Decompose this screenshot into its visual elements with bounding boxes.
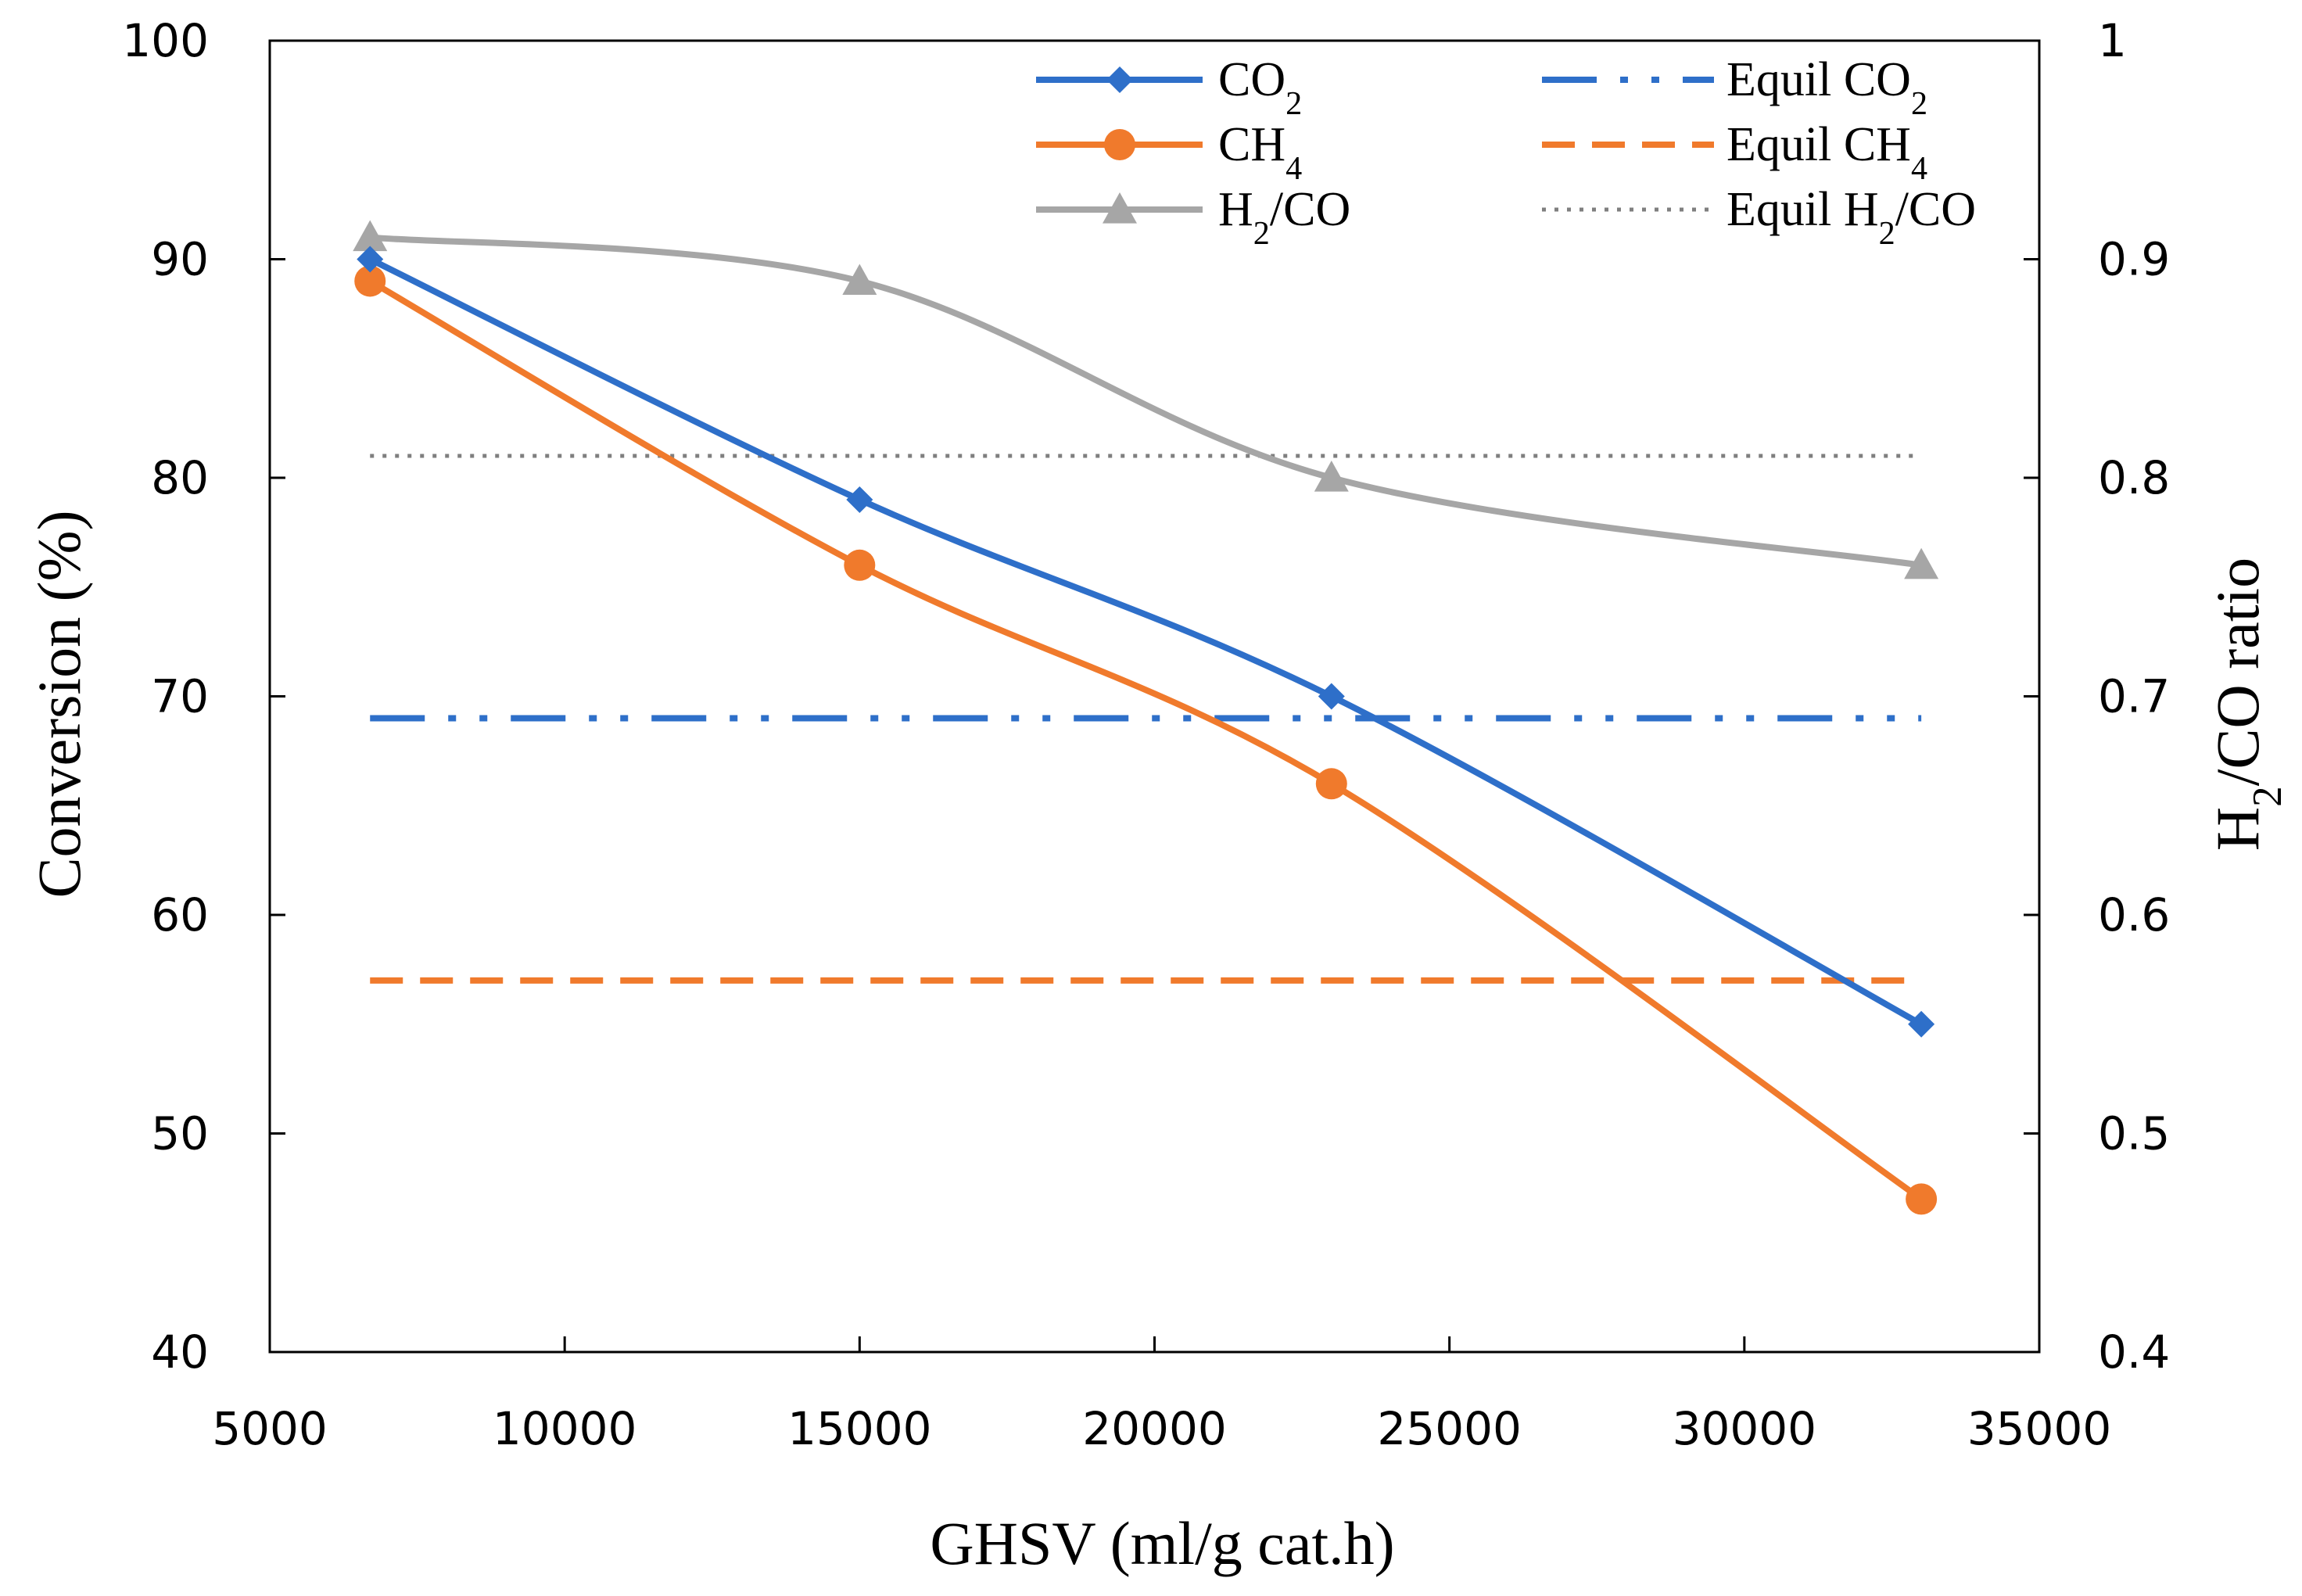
data-point-ch4-1 <box>844 549 876 581</box>
y-axis-title: Conversion (%) <box>25 510 93 898</box>
y-tick-label-0: 40 <box>151 1325 209 1379</box>
data-point-h2co-0 <box>353 220 388 252</box>
x-tick-label-3: 20000 <box>1082 1402 1227 1455</box>
series-line-h2co <box>367 234 1925 568</box>
y-tick-label-4: 80 <box>151 451 209 504</box>
y-tick-label-1: 50 <box>151 1107 209 1160</box>
x-tick-label-6: 35000 <box>1967 1402 2112 1455</box>
y-tick-label-3: 70 <box>151 670 209 723</box>
data-point-ch4-3 <box>1906 1183 1938 1215</box>
y2-tick-label-5: 0.9 <box>2098 233 2170 286</box>
x-tick-label-1: 10000 <box>493 1402 637 1455</box>
data-point-ch4-2 <box>1315 768 1347 800</box>
data-point-co2-3 <box>1908 1010 1935 1038</box>
y2-tick-label-6: 1 <box>2098 14 2127 67</box>
legend-swatch-marker-h2co <box>1103 192 1137 224</box>
data-point-h2co-3 <box>1904 547 1939 579</box>
x-tick-label-4: 25000 <box>1377 1402 1522 1455</box>
x-tick-label-5: 30000 <box>1673 1402 1817 1455</box>
x-axis-title: GHSV (ml/g cat.h) <box>930 1509 1394 1577</box>
data-point-h2co-1 <box>842 264 877 296</box>
data-point-h2co-2 <box>1314 461 1349 492</box>
y2-tick-label-1: 0.5 <box>2098 1107 2170 1160</box>
data-point-co2-1 <box>846 486 873 513</box>
data-point-ch4-0 <box>354 265 386 297</box>
axes-layer: 5000 10000 15000 20000 25000 30000 35000 40 50 60… <box>25 14 2290 1577</box>
y2-tick-label-0: 0.4 <box>2098 1325 2170 1379</box>
data-point-co2-2 <box>1318 683 1345 710</box>
y-tick-label-2: 60 <box>151 888 209 941</box>
data-point-co2-0 <box>357 246 384 273</box>
legend-swatch-marker-co2 <box>1106 66 1133 93</box>
y-tick-label-6: 100 <box>122 14 209 67</box>
legend-swatch-marker-ch4 <box>1104 129 1135 160</box>
plot-layer <box>353 220 1939 1215</box>
series-co2 <box>357 246 1935 1038</box>
y2-tick-label-2: 0.6 <box>2098 888 2170 941</box>
y2-tick-label-4: 0.8 <box>2098 451 2170 504</box>
y-tick-label-5: 90 <box>151 233 209 286</box>
series-line-ch4 <box>367 278 1925 1203</box>
y2-tick-label-3: 0.7 <box>2098 670 2170 723</box>
series-line-co2 <box>367 256 1925 1028</box>
x-tick-label-0: 5000 <box>212 1402 328 1455</box>
series-h2co <box>353 220 1939 579</box>
x-tick-label-2: 15000 <box>787 1402 932 1455</box>
series-ch4 <box>354 265 1938 1215</box>
